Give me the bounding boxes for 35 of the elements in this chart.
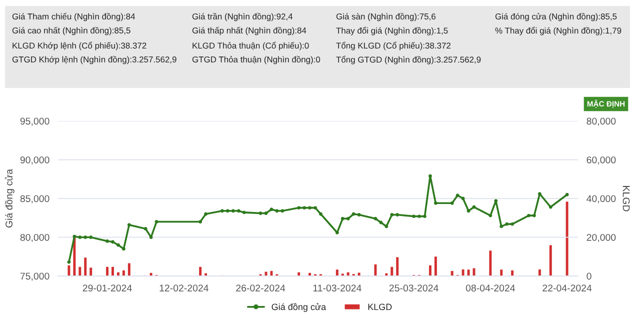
text: Tổng GTGD (Nghìn đồng):3.257.562,9: [336, 56, 481, 64]
y2-tick-label: 20,000: [586, 234, 616, 242]
text: Tổng KLGD (Cổ phiếu):38.372: [336, 42, 450, 50]
text: KLGD Thỏa thuận (Cổ phiếu):0: [192, 42, 309, 50]
x-tick-label: 25-03-2024: [389, 284, 438, 292]
text: Thay đổi giá (Nghìn đồng):1,5: [336, 26, 448, 36]
x-tick-label: 29-01-2024: [82, 284, 132, 292]
text: Giá đóng cửa (Nghìn đồng):85,5: [495, 12, 617, 22]
y-axis-title: Giá đồng cửa: [4, 169, 14, 228]
legend-label: Giá đồng cửa: [272, 303, 326, 312]
text: % Thay đổi giá (Nghìn đồng):1,79: [495, 26, 622, 36]
text: GTGD Thỏa thuận (Nghìn đồng):0: [192, 56, 320, 64]
text: Giá thấp nhất (Nghìn đồng):84: [192, 26, 306, 36]
x-tick-label: 08-04-2024: [466, 284, 516, 292]
y-tick-label: 75,000: [20, 272, 50, 281]
text: Giá cao nhất (Nghìn đồng):85,5: [12, 26, 130, 36]
y-tick-label: 90,000: [20, 156, 50, 165]
x-tick-label: 26-02-2024: [236, 284, 286, 292]
legend-label: KLGD: [368, 304, 392, 310]
text: Giá Tham chiếu (Nghìn đồng):84: [12, 12, 135, 22]
text: KLGD Khớp lệnh (Cổ phiếu):38.372: [12, 42, 146, 50]
y-tick-label: 85,000: [20, 195, 50, 204]
y-tick-label: 95,000: [20, 118, 50, 126]
y-tick-label: 80,000: [20, 234, 50, 242]
x-tick-label: 12-02-2024: [160, 284, 208, 292]
text: Giá trần (Nghìn đồng):92,4: [192, 12, 293, 22]
y2-tick-label: 60,000: [586, 156, 616, 165]
y2-tick-label: 80,000: [586, 118, 616, 126]
x-tick-label: 22-04-2024: [542, 284, 592, 292]
text: GTGD Khớp lệnh (Nghìn đồng):3.257.562,9: [12, 56, 176, 64]
text: Giá sàn (Nghìn đồng):75,6: [336, 12, 436, 22]
y2-tick-label: 0: [586, 272, 592, 280]
y2-tick-label: 40,000: [586, 195, 616, 204]
x-tick-label: 11-03-2024: [313, 284, 362, 292]
y2-axis-title: KLGD: [622, 186, 630, 212]
